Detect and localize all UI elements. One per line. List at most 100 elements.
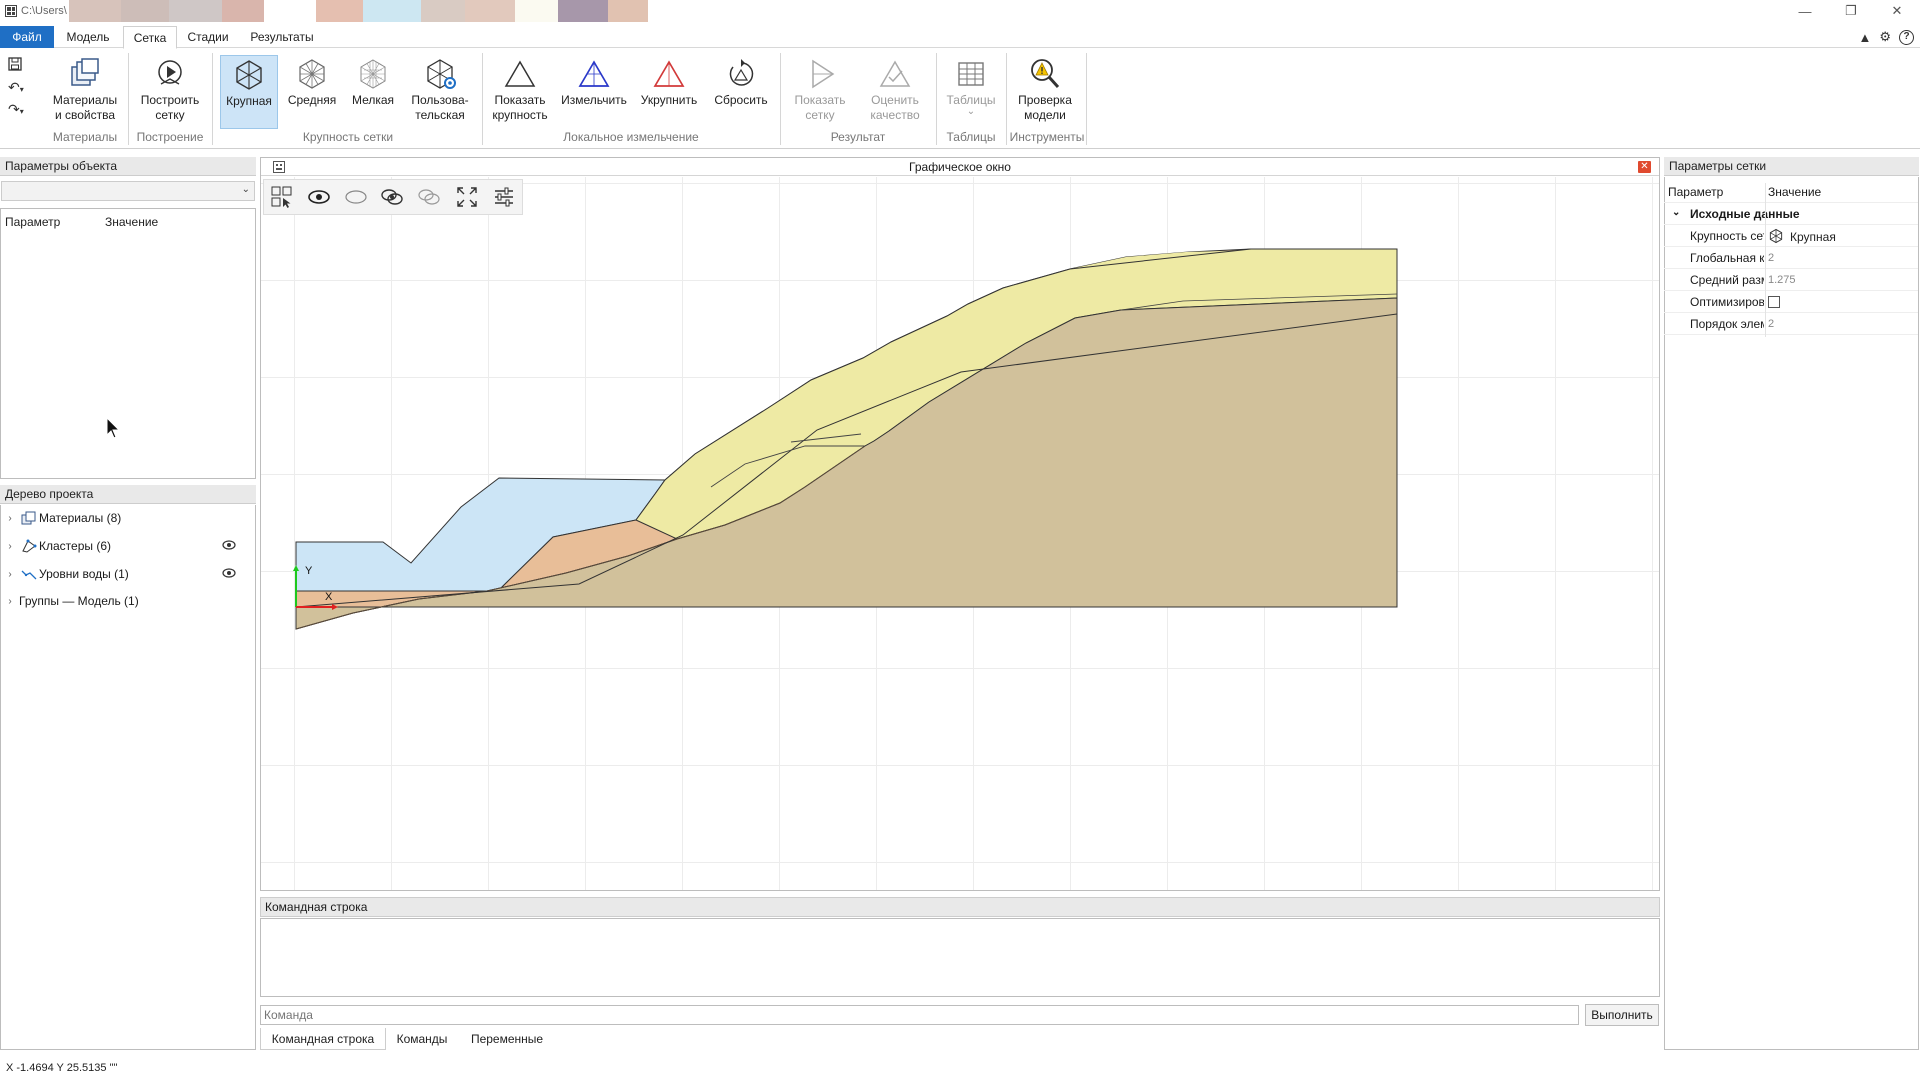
tab-mesh[interactable]: Сетка: [123, 26, 177, 49]
collapse-section-icon[interactable]: ⌄: [1672, 207, 1681, 218]
reset-button[interactable]: Сбросить: [708, 55, 774, 108]
gear-icon[interactable]: ⚙: [1879, 29, 1891, 44]
tab-stages[interactable]: Стадии: [187, 30, 229, 44]
ribbon: ↶▾ ↷▾ Материалы и свойства Построить сет…: [0, 49, 1920, 149]
expand-icon[interactable]: ›: [8, 568, 12, 580]
window-layout-icon[interactable]: [273, 160, 285, 178]
mouse-cursor-icon: [106, 417, 120, 439]
redo-icon[interactable]: ↷▾: [8, 101, 24, 117]
window-path: C:\Users\: [21, 5, 67, 17]
group-label-tools: Инструменты: [1009, 130, 1085, 144]
fit-view-icon[interactable]: [453, 183, 481, 211]
title-swatch: [68, 0, 121, 22]
coarse-mesh-button[interactable]: Крупная: [220, 55, 278, 129]
group-label-local: Локальное измельчение: [563, 130, 699, 144]
title-swatch: [607, 0, 648, 22]
group-label-materials: Материалы: [52, 130, 118, 144]
object-params-panel: Параметр Значение: [0, 208, 256, 479]
mesh-param-row[interactable]: Оптимизировать: [1664, 291, 1918, 313]
axis-x-label: X: [325, 591, 333, 603]
tree-item-water-levels[interactable]: › Уровни воды (1): [1, 561, 256, 587]
mesh-section-source[interactable]: ⌄ Исходные данные: [1664, 203, 1918, 225]
close-window-button[interactable]: ✕: [1891, 3, 1903, 18]
evaluate-quality-icon: [860, 55, 930, 93]
object-col-param: Параметр: [5, 215, 61, 229]
tab-file[interactable]: Файл: [0, 26, 54, 48]
hide-eye-icon[interactable]: [342, 183, 370, 211]
mesh-param-row[interactable]: Глобальная крупность 2: [1664, 247, 1918, 269]
model-canvas[interactable]: Y X: [261, 177, 1659, 890]
undo-icon[interactable]: ↶▾: [8, 79, 24, 95]
build-mesh-label: Построить сетку: [140, 93, 200, 122]
title-color-strip: [68, 0, 648, 22]
view-settings-icon[interactable]: [490, 183, 518, 211]
mesh-params-header: Параметры сетки: [1664, 157, 1919, 176]
tree-item-clusters[interactable]: › Кластеры (6): [1, 533, 256, 559]
mesh-param-row[interactable]: Крупность сетки Крупная: [1664, 225, 1918, 247]
object-select[interactable]: ⌄: [1, 181, 255, 201]
tab-results[interactable]: Результаты: [250, 30, 314, 44]
tab-commands[interactable]: Команды: [396, 1032, 448, 1046]
visibility-eye-icon[interactable]: [222, 539, 236, 553]
coarsen-button[interactable]: Укрупнить: [636, 55, 702, 108]
materials-icon: [48, 55, 122, 93]
title-swatch: [420, 0, 465, 22]
command-input[interactable]: [260, 1005, 1579, 1025]
refine-button[interactable]: Измельчить: [558, 55, 630, 108]
graphics-header: Графическое окно ✕: [261, 158, 1659, 176]
medium-mesh-button[interactable]: Средняя: [284, 55, 340, 108]
mesh-param-value[interactable]: 2: [1768, 318, 1775, 330]
mesh-param-value[interactable]: Крупная: [1790, 230, 1836, 244]
clusters-tree-icon: [19, 538, 39, 554]
refine-icon: [558, 55, 630, 93]
build-mesh-button[interactable]: Построить сетку: [134, 55, 206, 123]
mesh-param-value[interactable]: 2: [1768, 252, 1775, 264]
minimize-button[interactable]: —: [1798, 3, 1812, 19]
coarsen-label: Укрупнить: [640, 93, 698, 107]
select-tool-icon[interactable]: [268, 183, 296, 211]
build-mesh-icon: [134, 55, 206, 93]
tables-dropdown-icon[interactable]: ⌄: [966, 106, 976, 117]
tree-label: Группы — Модель (1): [19, 594, 139, 608]
expand-icon[interactable]: ›: [8, 540, 12, 552]
expand-icon[interactable]: ›: [8, 512, 12, 524]
tab-variables[interactable]: Переменные: [470, 1032, 544, 1046]
status-bar: X -1.4694 Y 25.5135 "": [0, 1056, 1920, 1080]
show-layers-icon[interactable]: [379, 183, 407, 211]
title-swatch: [362, 0, 421, 22]
tab-model[interactable]: Модель: [66, 30, 110, 44]
tree-item-groups[interactable]: › Группы — Модель (1): [1, 588, 256, 614]
show-size-label: Показать крупность: [492, 93, 548, 122]
optimize-checkbox[interactable]: [1768, 296, 1780, 308]
show-eye-icon[interactable]: [305, 183, 333, 211]
water-level-tree-icon: [19, 566, 39, 582]
tree-item-materials[interactable]: › Материалы (8): [1, 505, 256, 531]
help-icon[interactable]: ?: [1899, 29, 1914, 45]
close-graphics-button[interactable]: ✕: [1638, 161, 1651, 173]
show-mesh-button[interactable]: Показать сетку: [786, 55, 854, 123]
fine-mesh-button[interactable]: Мелкая: [346, 55, 400, 108]
command-output[interactable]: [260, 918, 1660, 997]
mesh-param-row[interactable]: Порядок элементов 2: [1664, 313, 1918, 335]
table-icon: [942, 55, 1000, 93]
custom-mesh-button[interactable]: Пользова- тельская: [404, 55, 476, 123]
collapse-ribbon-icon[interactable]: ▲: [1858, 29, 1872, 45]
mesh-param-row[interactable]: Средний размер 1.275: [1664, 269, 1918, 291]
tab-command-line[interactable]: Командная строка: [260, 1028, 386, 1050]
evaluate-quality-button[interactable]: Оценить качество: [860, 55, 930, 123]
materials-button[interactable]: Материалы и свойства: [48, 55, 122, 123]
show-size-button[interactable]: Показать крупность: [488, 55, 552, 123]
mesh-col-value: Значение: [1768, 185, 1822, 199]
mesh-param-key: Средний размер: [1690, 273, 1764, 287]
group-label-result: Результат: [830, 130, 886, 144]
expand-icon[interactable]: ›: [8, 595, 12, 607]
run-command-button[interactable]: Выполнить: [1585, 1004, 1659, 1026]
tables-button[interactable]: Таблицы ⌄: [942, 55, 1000, 117]
hide-layers-icon[interactable]: [416, 183, 444, 211]
check-model-button[interactable]: Проверка модели: [1012, 55, 1078, 123]
mesh-param-value[interactable]: 1.275: [1768, 274, 1796, 286]
visibility-eye-icon[interactable]: [222, 567, 236, 581]
save-icon[interactable]: [8, 57, 40, 79]
restore-button[interactable]: ❐: [1845, 3, 1857, 18]
show-mesh-icon: [786, 55, 854, 93]
